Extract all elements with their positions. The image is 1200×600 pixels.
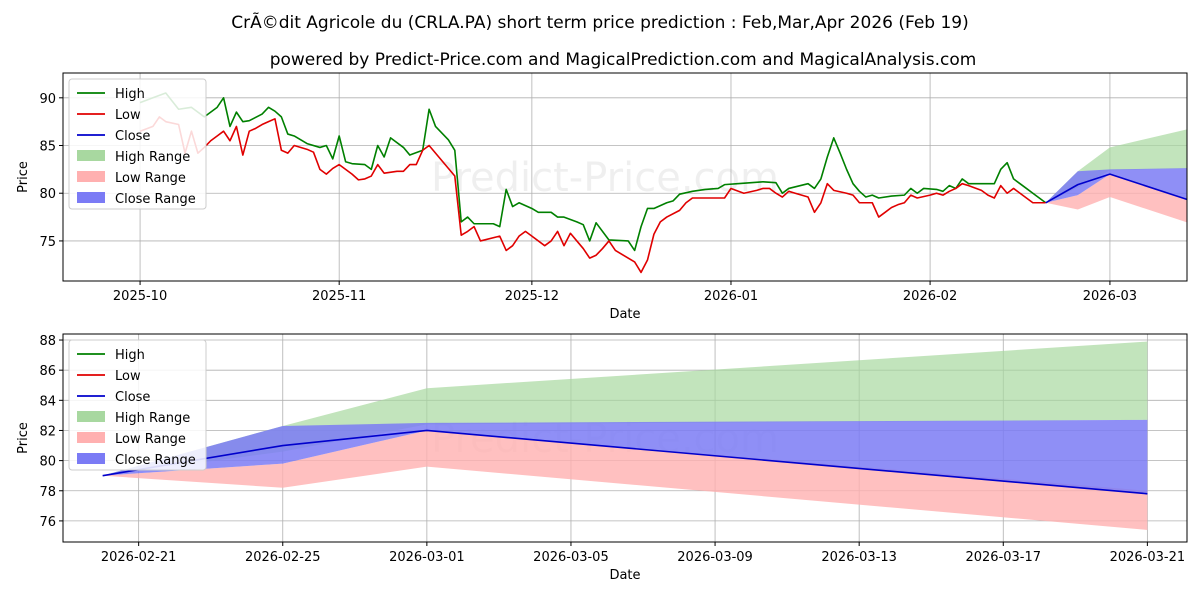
close-range-band [102,419,1148,494]
y-tick-label: 78 [39,485,56,500]
x-tick-label: 2026-03-21 [1110,550,1186,565]
close-line [1045,173,1187,204]
y-tick-label: 82 [39,424,56,439]
high-range-legend-label: High Range [115,411,190,426]
close-legend-label: Close [115,129,150,144]
x-tick-label: 2026-03-09 [677,550,753,565]
plot-frame [62,72,1188,282]
high-range-band [102,341,1148,476]
low-line [139,116,1046,274]
low-legend-label: Low [115,369,141,384]
x-tick-label: 2026-02-21 [101,550,177,565]
high-legend-label: High [115,348,145,363]
chart-subtitle: powered by Predict-Price.com and Magical… [270,50,977,70]
x-tick-label: 2026-03-13 [821,550,897,565]
x-tick-label: 2026-01 [704,289,758,304]
plot-frame [62,333,1188,543]
y-tick-label: 80 [39,455,56,470]
low-range-legend-swatch [77,171,105,182]
forecast-chart: Predict-Price.com2026-02-212026-02-25202… [16,333,1188,583]
low-range-band [1045,174,1187,223]
close-range-legend-label: Close Range [115,192,196,207]
data-layer [139,92,1187,274]
y-tick-label: 85 [39,140,56,155]
high-legend-label: High [115,87,145,102]
y-tick-label: 86 [39,364,56,379]
high-line [139,92,1047,252]
x-axis-label: Date [609,307,640,322]
y-tick-label: 75 [39,235,56,250]
y-axis-label: Price [16,161,31,193]
close-range-legend-swatch [77,192,105,203]
x-tick-label: 2026-03-01 [389,550,465,565]
y-tick-label: 88 [39,334,56,349]
x-tick-label: 2026-03 [1083,289,1137,304]
high-range-legend-swatch [77,150,105,161]
low-range-legend-label: Low Range [115,432,186,447]
low-range-band [102,430,1148,530]
close-range-band [1045,168,1187,203]
x-tick-label: 2025-10 [113,289,167,304]
chart-title: CrÃ©dit Agricole du (CRLA.PA) short term… [231,11,969,33]
y-tick-label: 90 [39,92,56,107]
close-legend-label: Close [115,390,150,405]
close-range-legend-label: Close Range [115,453,196,468]
x-tick-label: 2026-02 [903,289,957,304]
close-range-legend-swatch [77,453,105,464]
x-tick-label: 2026-03-17 [965,550,1041,565]
high-range-legend-label: High Range [115,150,190,165]
y-tick-label: 84 [39,394,56,409]
high-range-legend-swatch [77,411,105,422]
low-legend-label: Low [115,108,141,123]
low-range-legend-label: Low Range [115,171,186,186]
low-range-legend-swatch [77,432,105,443]
x-axis-label: Date [609,568,640,583]
y-tick-label: 76 [39,515,56,530]
x-tick-label: 2026-03-05 [533,550,609,565]
y-axis-label: Price [16,422,31,454]
y-tick-label: 80 [39,187,56,202]
x-tick-label: 2026-02-25 [245,550,321,565]
x-tick-label: 2025-12 [505,289,559,304]
x-tick-label: 2025-11 [312,289,366,304]
